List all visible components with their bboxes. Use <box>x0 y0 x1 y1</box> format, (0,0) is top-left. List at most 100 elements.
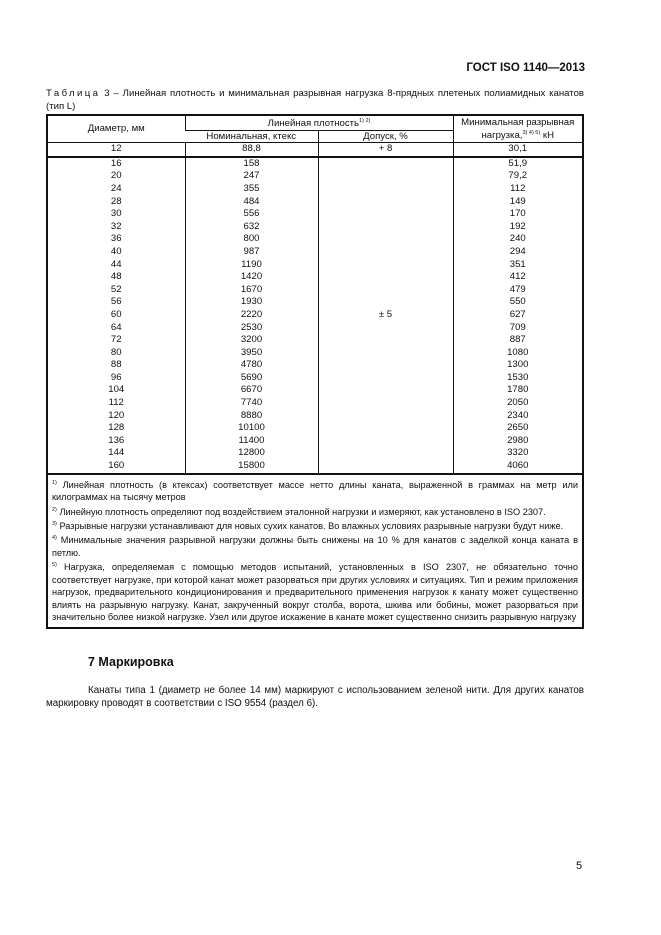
table-row: 64 2530 709 <box>48 321 582 335</box>
cell-nominal: 1670 <box>184 283 318 297</box>
cell-diameter: 40 <box>110 245 122 257</box>
cell-load: 412 <box>452 271 582 284</box>
cell-nominal: 7740 <box>184 397 318 410</box>
data-table: Диаметр, мм Линейная плотность1) 2) Мини… <box>46 114 584 630</box>
cell-diameter: 56 <box>110 296 122 308</box>
cell-nominal: 4780 <box>184 359 318 372</box>
table-row: 20 247 79,2 <box>48 170 582 183</box>
cell-diameter: 20 <box>110 170 122 182</box>
cell-diameter: 96 <box>110 371 122 383</box>
cell-load: 294 <box>452 245 582 259</box>
cell-diameter: 16 <box>110 157 122 169</box>
section-heading: 7 Маркировка <box>88 655 174 669</box>
cell-load: 1300 <box>452 359 582 372</box>
cell-load: 112 <box>452 182 582 196</box>
cell-nominal: 355 <box>184 182 318 196</box>
cell-load: 2050 <box>452 397 582 410</box>
cell-load: 2340 <box>452 409 582 423</box>
cell-load: 4060 <box>452 460 582 473</box>
cell-load: 2650 <box>452 422 582 435</box>
cell-load: 627 <box>452 308 582 322</box>
document-header: ГОСТ ISO 1140—2013 <box>466 62 585 74</box>
cell-nominal: 484 <box>184 195 318 209</box>
cell-nominal: 88,8 <box>184 142 318 158</box>
table-caption: Таблица 3 – Линейная плотность и минимал… <box>46 88 584 113</box>
table-row: 16 158 ± 5 51,9 <box>48 156 582 473</box>
cell-nominal: 158 <box>184 156 318 171</box>
table-row: 72 3200 887 <box>48 334 582 347</box>
table-row: 80 3950 1080 <box>48 346 582 360</box>
cell-load: 51,9 <box>452 156 582 171</box>
cell-diameter: 104 <box>108 384 125 396</box>
cell-diameter: 52 <box>110 283 122 295</box>
table-row: 88 4780 1300 <box>48 359 582 372</box>
cell-nominal: 5690 <box>184 371 318 385</box>
footnote: 3) Разрывные нагрузки устанавливают для … <box>52 518 578 532</box>
cell-diameter: 30 <box>110 208 122 220</box>
cell-nominal: 800 <box>184 233 318 246</box>
table-footnotes: 1) Линейная плотность (в ктексах) соотве… <box>48 472 582 628</box>
cell-load: 170 <box>452 208 582 221</box>
page-number: 5 <box>576 860 583 872</box>
cell-diameter: 144 <box>108 447 125 459</box>
header-diameter: Диаметр, мм <box>48 116 185 144</box>
footnote-mark: 2) <box>52 506 57 513</box>
footnote: 5) Нагрузка, определяемая с помощью мето… <box>52 559 578 623</box>
cell-diameter: 44 <box>110 258 122 270</box>
cell-load: 2980 <box>452 434 582 448</box>
table-row: 112 7740 2050 <box>48 397 582 410</box>
footnote-text: Нагрузка, определяемая с помощью методов… <box>52 562 578 622</box>
cell-diameter: 32 <box>110 220 122 232</box>
footnote-mark: 4) <box>52 535 57 542</box>
cell-load: 351 <box>452 258 582 272</box>
cell-diameter: 36 <box>110 233 122 245</box>
table-row: 60 2220 627 <box>48 308 582 322</box>
cell-nominal: 987 <box>184 245 318 259</box>
table-row: 144 12800 3320 <box>48 447 582 461</box>
cell-load: 30,1 <box>452 142 582 158</box>
cell-load: 240 <box>452 233 582 246</box>
table-row: 12 88,8 + 8 30,1 <box>48 142 582 158</box>
cell-load: 709 <box>452 321 582 335</box>
cell-tolerance: ± 5 <box>317 156 454 473</box>
footnote: 4) Минимальные значения разрывной нагруз… <box>52 532 578 559</box>
footnote-mark: 1) <box>52 479 57 486</box>
footnote-text: Разрывные нагрузки устанавливают для нов… <box>59 521 564 532</box>
header-min-load: Минимальная разрывная нагрузка,3) 4) 5) к… <box>452 116 582 144</box>
header-tolerance: Допуск, % <box>317 130 454 144</box>
table-row: 48 1420 412 <box>48 271 582 284</box>
cell-load: 149 <box>452 195 582 209</box>
cell-nominal: 632 <box>184 220 318 234</box>
table-row: 120 8880 2340 <box>48 409 582 423</box>
header-nominal: Номинальная, ктекс <box>185 130 318 144</box>
table-row: 30 556 170 <box>48 208 582 221</box>
cell-load: 79,2 <box>452 170 582 183</box>
cell-load: 887 <box>452 334 582 347</box>
cell-nominal: 1190 <box>184 258 318 272</box>
table-row: 32 632 192 <box>48 220 582 234</box>
footnote: 1) Линейная плотность (в ктексах) соотве… <box>52 477 578 504</box>
footnote-text: Линейную плотность определяют под воздей… <box>59 506 546 517</box>
cell-diameter: 120 <box>108 409 125 421</box>
cell-diameter: 48 <box>110 271 122 283</box>
cell-nominal: 12800 <box>184 447 318 461</box>
cell-diameter: 80 <box>110 346 122 358</box>
table-row: 52 1670 479 <box>48 283 582 297</box>
section-paragraph: Канаты типа 1 (диаметр не более 14 мм) м… <box>46 685 584 709</box>
footnote-text: Линейная плотность (в ктексах) соответст… <box>52 479 578 503</box>
cell-diameter: 136 <box>108 434 125 446</box>
table-row: 36 800 240 <box>48 233 582 246</box>
cell-nominal: 2530 <box>184 321 318 335</box>
table-row: 96 5690 1530 <box>48 371 582 385</box>
table-caption-text: 3 – Линейная плотность и минимальная раз… <box>46 88 584 112</box>
footnote-mark: 5) <box>52 562 57 569</box>
cell-diameter: 72 <box>110 334 122 346</box>
cell-load: 3320 <box>452 447 582 461</box>
cell-load: 550 <box>452 296 582 309</box>
cell-nominal: 1930 <box>184 296 318 309</box>
table-row: 28 484 149 <box>48 195 582 209</box>
cell-nominal: 6670 <box>184 384 318 398</box>
cell-nominal: 15800 <box>184 460 318 473</box>
cell-diameter: 64 <box>110 321 122 333</box>
cell-diameter: 160 <box>108 460 125 472</box>
